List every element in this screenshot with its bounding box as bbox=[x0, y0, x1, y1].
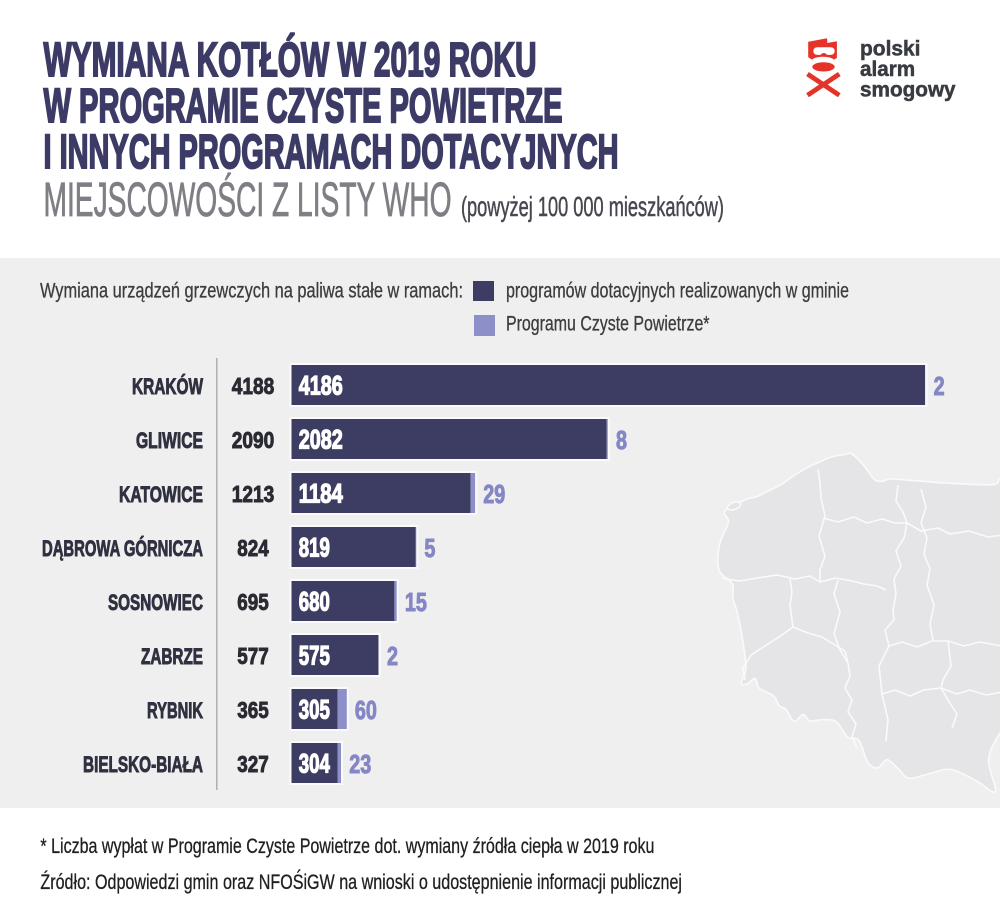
svg-text:polski: polski bbox=[860, 38, 921, 61]
svg-text:alarm: alarm bbox=[860, 58, 915, 81]
svg-text:365: 365 bbox=[237, 697, 269, 723]
svg-text:Źródło: Odpowiedzi gmin oraz N: Źródło: Odpowiedzi gmin oraz NFOŚiGW na … bbox=[40, 870, 682, 894]
svg-text:695: 695 bbox=[237, 589, 269, 615]
svg-text:2090: 2090 bbox=[232, 427, 275, 453]
svg-text:819: 819 bbox=[299, 533, 330, 563]
svg-text:680: 680 bbox=[299, 587, 330, 617]
svg-text:2082: 2082 bbox=[299, 425, 343, 455]
svg-text:DĄBROWA GÓRNICZA: DĄBROWA GÓRNICZA bbox=[42, 536, 203, 561]
svg-text:I INNYCH PROGRAMACH DOTACYJNYC: I INNYCH PROGRAMACH DOTACYJNYCH bbox=[44, 125, 619, 179]
svg-text:* Liczba wypłat w Programie Cz: * Liczba wypłat w Programie Czyste Powie… bbox=[40, 835, 654, 858]
svg-text:2: 2 bbox=[387, 641, 398, 671]
svg-text:4186: 4186 bbox=[299, 371, 343, 401]
svg-text:SOSNOWIEC: SOSNOWIEC bbox=[108, 590, 203, 615]
svg-text:Programu Czyste Powietrze*: Programu Czyste Powietrze* bbox=[506, 313, 710, 336]
svg-text:KATOWICE: KATOWICE bbox=[119, 482, 203, 507]
svg-text:programów dotacyjnych realizow: programów dotacyjnych realizowanych w gm… bbox=[506, 280, 849, 303]
svg-text:GLIWICE: GLIWICE bbox=[136, 428, 203, 453]
svg-text:305: 305 bbox=[299, 695, 330, 725]
svg-text:RYBNIK: RYBNIK bbox=[147, 698, 203, 723]
svg-text:577: 577 bbox=[237, 643, 269, 669]
svg-text:8: 8 bbox=[616, 425, 627, 455]
svg-text:W PROGRAMIE CZYSTE POWIETRZE: W PROGRAMIE CZYSTE POWIETRZE bbox=[44, 79, 563, 133]
svg-text:23: 23 bbox=[349, 749, 371, 779]
svg-text:ZABRZE: ZABRZE bbox=[141, 644, 203, 669]
svg-text:327: 327 bbox=[237, 751, 269, 777]
svg-text:824: 824 bbox=[237, 535, 269, 561]
svg-text:60: 60 bbox=[355, 695, 377, 725]
svg-text:BIELSKO-BIAŁA: BIELSKO-BIAŁA bbox=[83, 752, 203, 777]
svg-text:1184: 1184 bbox=[299, 479, 343, 509]
svg-text:575: 575 bbox=[299, 641, 330, 671]
svg-text:4188: 4188 bbox=[232, 373, 275, 399]
svg-text:29: 29 bbox=[483, 479, 505, 509]
svg-text:MIEJSCOWOŚCI Z LISTY WHO: MIEJSCOWOŚCI Z LISTY WHO bbox=[44, 172, 452, 227]
svg-text:smogowy: smogowy bbox=[860, 79, 956, 102]
svg-text:KRAKÓW: KRAKÓW bbox=[132, 374, 203, 399]
svg-text:Wymiana urządzeń grzewczych na: Wymiana urządzeń grzewczych na paliwa st… bbox=[40, 280, 463, 303]
svg-text:1213: 1213 bbox=[232, 481, 275, 507]
svg-text:WYMIANA KOTŁÓW W 2019 ROKU: WYMIANA KOTŁÓW W 2019 ROKU bbox=[44, 32, 537, 87]
svg-text:2: 2 bbox=[934, 371, 945, 401]
svg-text:5: 5 bbox=[424, 533, 435, 563]
svg-text:15: 15 bbox=[405, 587, 427, 617]
svg-text:(powyżej 100 000 mieszkańców): (powyżej 100 000 mieszkańców) bbox=[461, 191, 724, 222]
svg-text:304: 304 bbox=[299, 749, 330, 779]
